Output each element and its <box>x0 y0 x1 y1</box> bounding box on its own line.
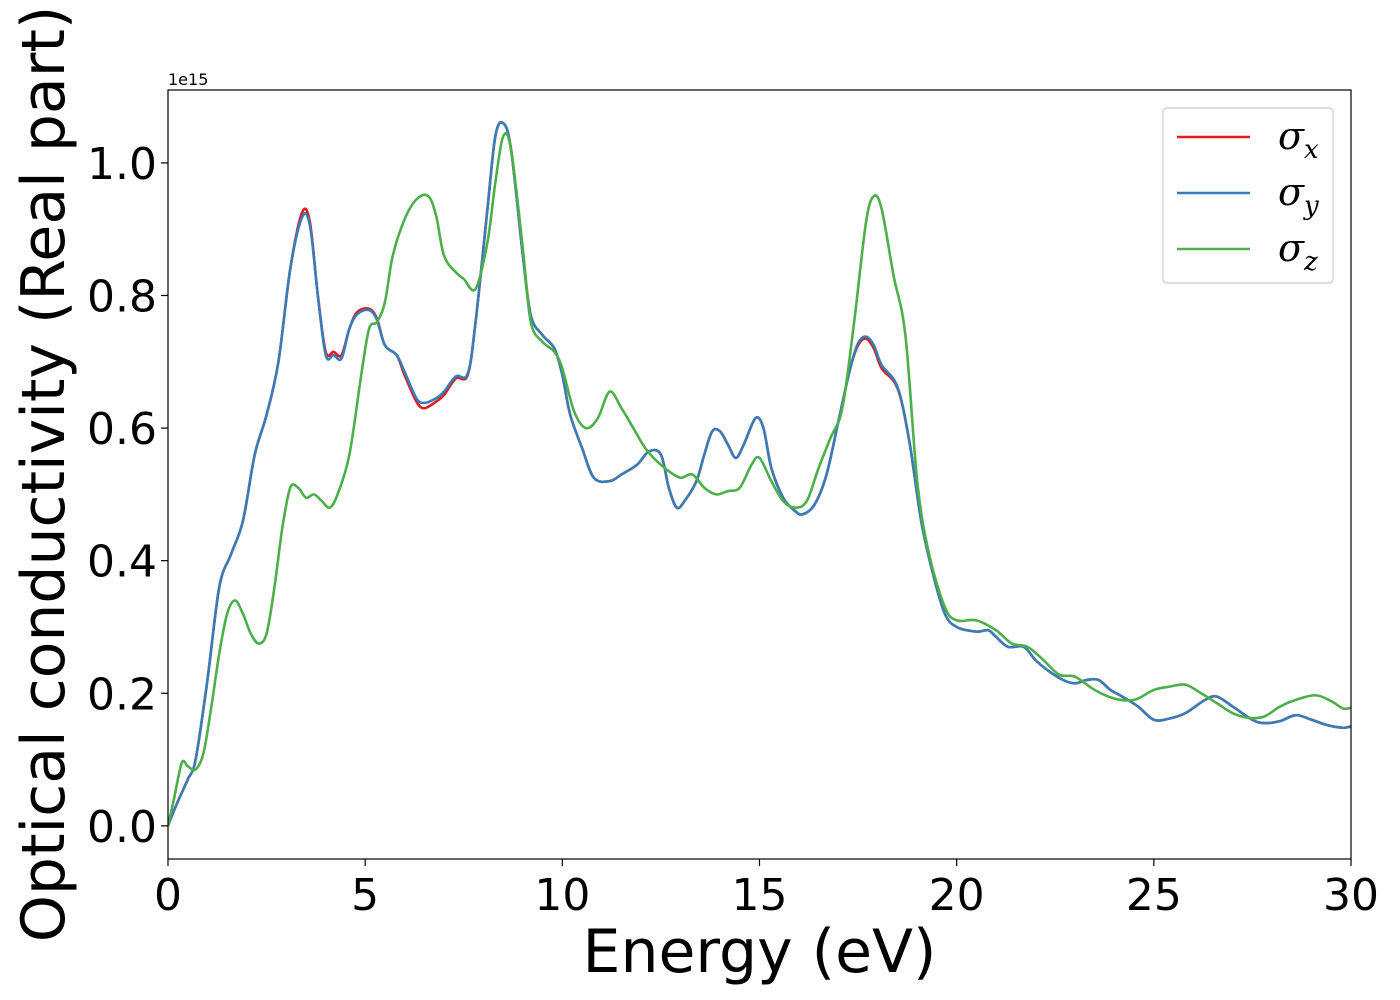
x-axis-title: Energy (eV) <box>583 917 937 987</box>
y-tick-label: 0.2 <box>87 669 157 720</box>
y-tick-label: 0.8 <box>87 272 157 323</box>
y-axis-ticks: 0.0 0.2 0.4 0.6 0.8 1.0 <box>87 139 168 853</box>
y-tick-label: 0.6 <box>87 404 157 455</box>
y-tick-label: 0.0 <box>87 802 157 853</box>
legend-label-z: σz <box>1278 226 1318 277</box>
y-tick-label: 0.4 <box>87 537 157 588</box>
legend-box <box>1162 107 1334 284</box>
x-tick-label: 30 <box>1323 870 1379 921</box>
x-tick-label: 5 <box>351 870 379 921</box>
series-line-z <box>168 131 1351 827</box>
legend-label-x: σx <box>1278 114 1319 165</box>
series-layer <box>168 121 1351 827</box>
x-tick-label: 20 <box>929 870 985 921</box>
x-axis-ticks: 0 5 10 15 20 25 30 <box>154 859 1379 921</box>
y-offset-label: 1e15 <box>168 70 208 89</box>
y-axis-title: Optical conductivity (Real part) <box>9 6 79 943</box>
x-tick-label: 0 <box>154 870 182 921</box>
x-tick-label: 10 <box>534 870 590 921</box>
series-line-y <box>168 121 1351 827</box>
x-tick-label: 25 <box>1126 870 1182 921</box>
x-tick-label: 15 <box>732 870 788 921</box>
y-tick-label: 1.0 <box>87 139 157 190</box>
legend-label-y: σy <box>1278 170 1319 221</box>
